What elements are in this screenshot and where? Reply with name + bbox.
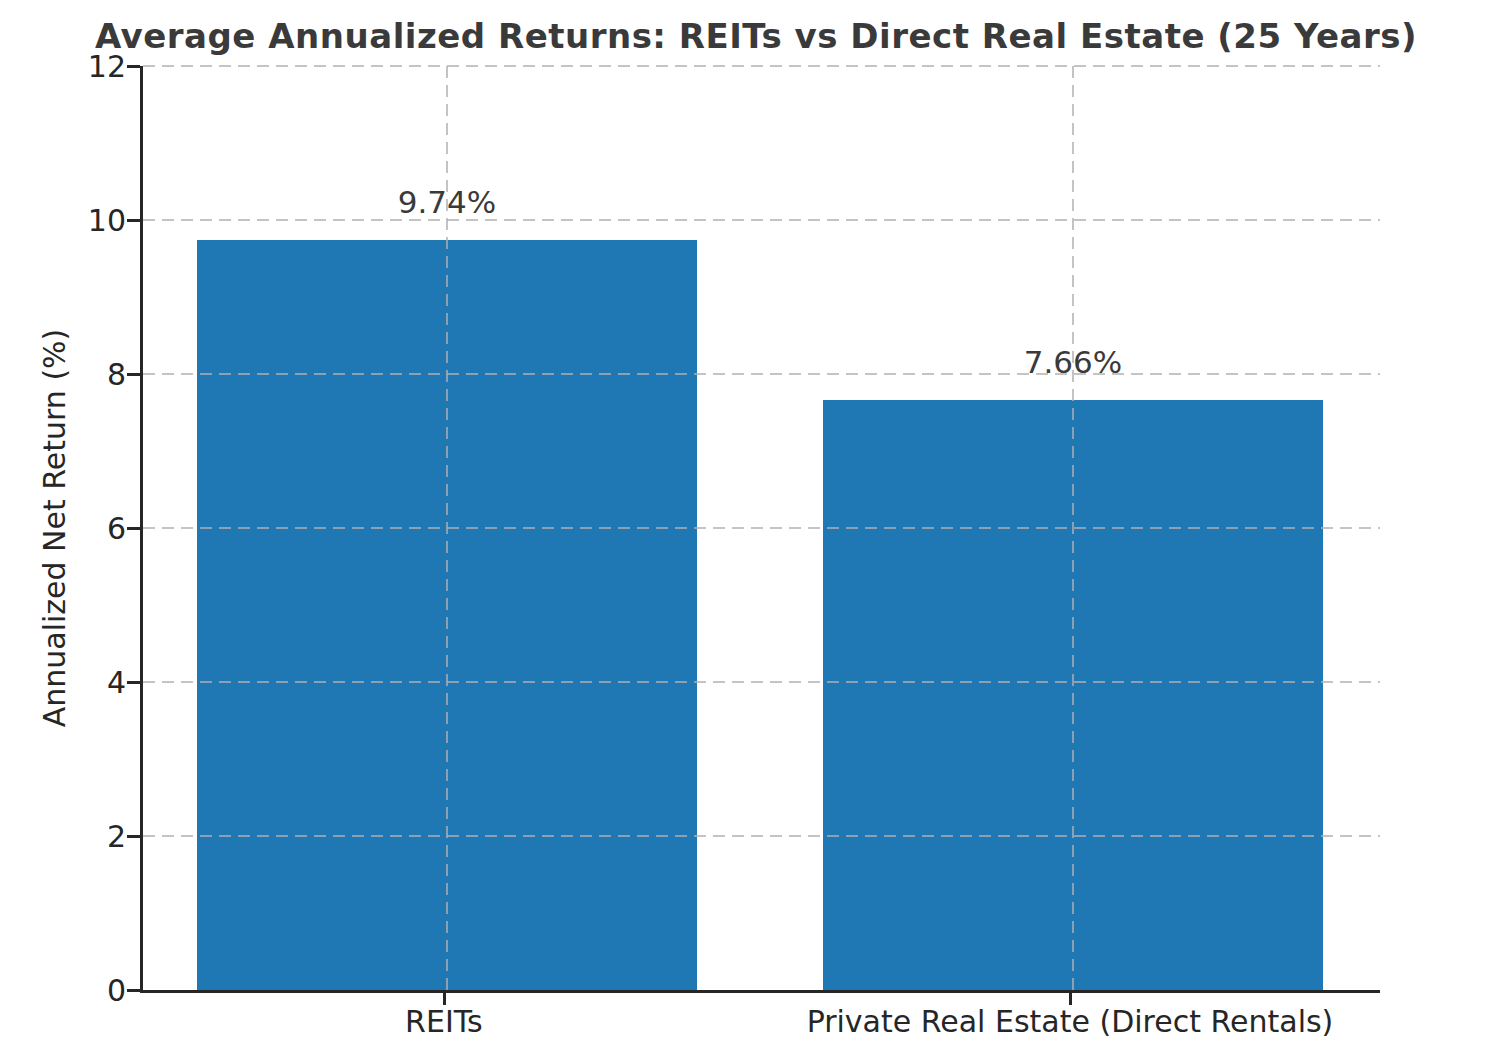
bar-chart-figure: Average Annualized Returns: REITs vs Dir… [0, 0, 1512, 1053]
plot-area: 9.74% 7.66% [140, 66, 1380, 993]
y-tick-0 [127, 989, 140, 992]
y-tick-label-12: 12 [0, 52, 126, 82]
chart-title: Average Annualized Returns: REITs vs Dir… [0, 16, 1512, 56]
y-tick-label-2: 2 [0, 822, 126, 852]
y-tick-label-8: 8 [0, 360, 126, 390]
gridline-x-1 [1072, 66, 1074, 990]
y-tick-10 [127, 219, 140, 222]
gridline-y-10 [143, 219, 1380, 221]
x-tick-label-0: REITs [405, 1004, 483, 1039]
y-tick-6 [127, 527, 140, 530]
y-tick-label-4: 4 [0, 668, 126, 698]
y-tick-label-6: 6 [0, 514, 126, 544]
y-tick-12 [127, 65, 140, 68]
gridline-y-2 [143, 835, 1380, 837]
x-tick-label-1: Private Real Estate (Direct Rentals) [807, 1004, 1334, 1039]
bar-value-label-0: 9.74% [398, 184, 496, 220]
y-tick-2 [127, 835, 140, 838]
gridline-y-4 [143, 681, 1380, 683]
gridline-y-12 [143, 65, 1380, 67]
y-tick-4 [127, 681, 140, 684]
gridline-y-6 [143, 527, 1380, 529]
gridline-y-8 [143, 373, 1380, 375]
bar-value-label-1: 7.66% [1024, 344, 1122, 380]
y-tick-label-0: 0 [0, 976, 126, 1006]
y-tick-8 [127, 373, 140, 376]
y-tick-label-10: 10 [0, 206, 126, 236]
